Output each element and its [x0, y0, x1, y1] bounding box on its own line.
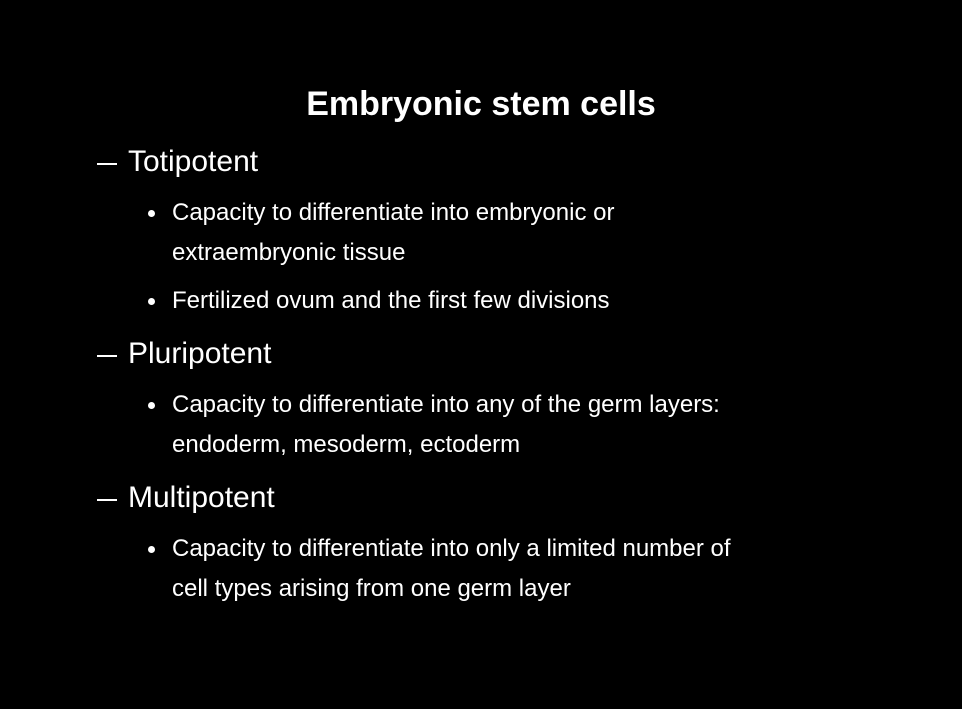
dash-marker [97, 355, 117, 357]
bullet-text: endoderm, mesoderm, ectoderm [172, 431, 521, 458]
bullet-text: Capacity to differentiate into any of th… [172, 391, 720, 418]
bullet-marker [148, 402, 155, 409]
bullet-marker [148, 210, 155, 217]
slide-title: Embryonic stem cells [306, 85, 656, 123]
bullet-text: Capacity to differentiate into embryonic… [172, 199, 615, 226]
dash-marker [97, 499, 117, 501]
bullet-marker [148, 546, 155, 553]
section-heading: Multipotent [128, 481, 275, 514]
dash-marker [97, 163, 117, 165]
bullet-text: extraembryonic tissue [172, 239, 406, 266]
bullet-marker [148, 298, 155, 305]
section-heading: Totipotent [128, 145, 259, 178]
bullet-text: cell types arising from one germ layer [172, 575, 571, 602]
bullet-text: Fertilized ovum and the first few divisi… [172, 287, 610, 314]
section-heading: Pluripotent [128, 337, 272, 370]
bullet-text: Capacity to differentiate into only a li… [172, 535, 731, 562]
